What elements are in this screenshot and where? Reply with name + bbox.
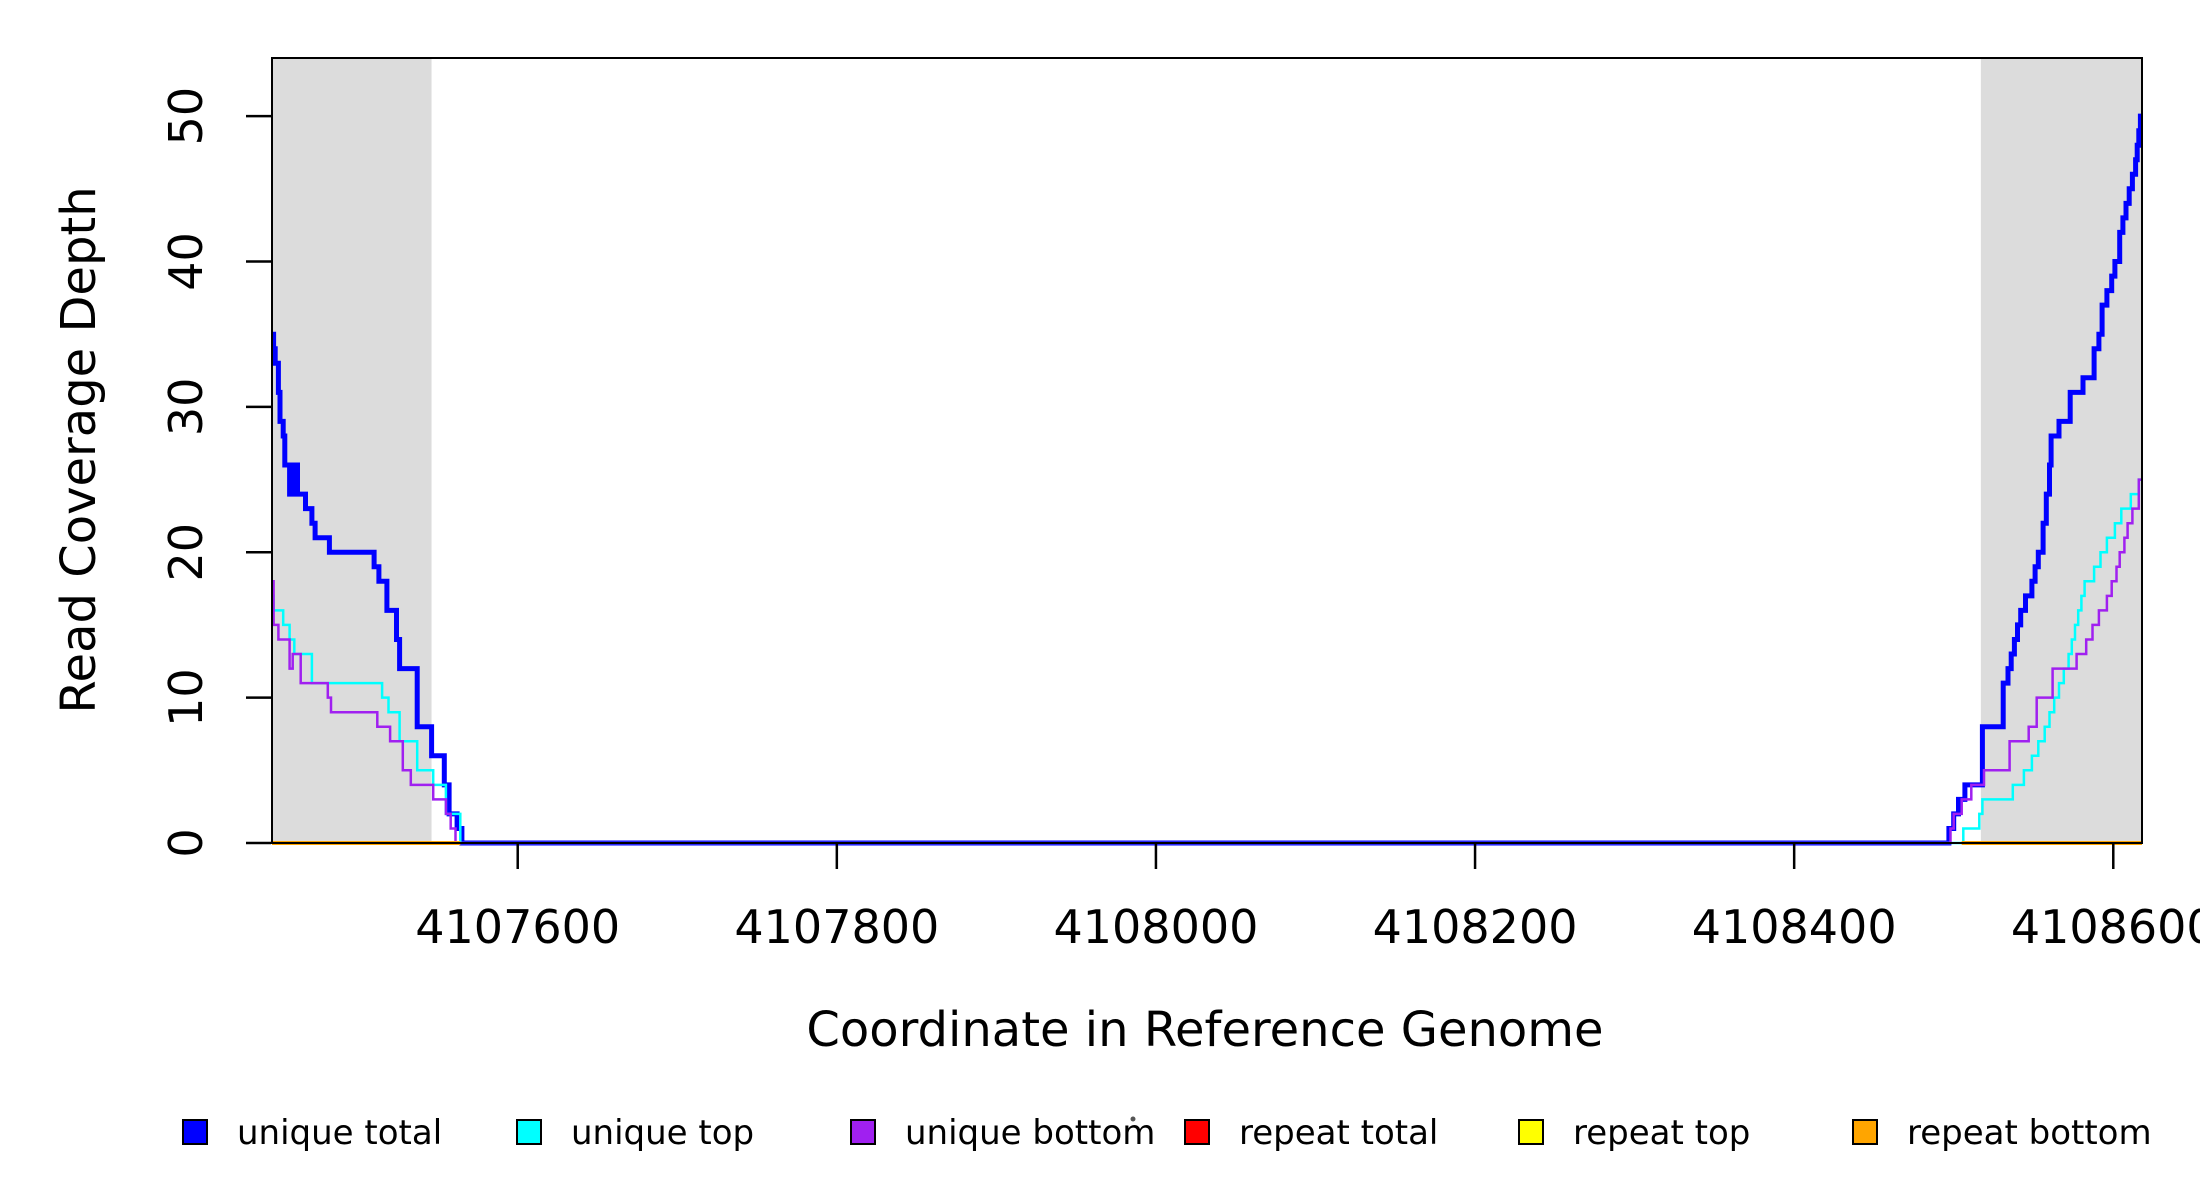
x-axis-title: Coordinate in Reference Genome — [806, 1002, 1603, 1058]
y-tick-label-0: 0 — [159, 828, 213, 857]
series-line-unique-total — [271, 113, 2143, 846]
x-tick-label-4107600: 4107600 — [415, 900, 620, 954]
shaded-bands — [272, 58, 2142, 843]
plot-border — [271, 57, 2143, 844]
legend-label-unique-total: unique total — [237, 1113, 442, 1153]
y-tick-label-50: 50 — [159, 87, 213, 146]
legend-swatch-unique-total — [182, 1119, 208, 1145]
y-axis-title: Read Coverage Depth — [51, 186, 107, 713]
series-lines — [271, 113, 2143, 846]
repeat-region-band-0 — [272, 58, 432, 843]
legend-swatch-repeat-total — [1184, 1119, 1210, 1145]
y-tick-label-30: 30 — [159, 378, 213, 437]
y-tick-label-40: 40 — [159, 232, 213, 291]
x-tick-label-4107800: 4107800 — [734, 900, 939, 954]
legend-label-unique-bottom: unique bottom — [905, 1113, 1155, 1153]
legend-item-repeat-bottom: repeat bottom — [1852, 1113, 2152, 1153]
repeat-region-band-1 — [1980, 58, 2142, 843]
x-tick-label-4108200: 4108200 — [1373, 900, 1578, 954]
axis-ticks — [246, 114, 2115, 869]
legend-swatch-unique-top — [516, 1119, 542, 1145]
legend-label-repeat-top: repeat top — [1573, 1113, 1750, 1153]
x-tick-label-4108000: 4108000 — [1054, 900, 1259, 954]
legend-label-repeat-bottom: repeat bottom — [1907, 1113, 2152, 1153]
legend-swatch-repeat-top — [1518, 1119, 1544, 1145]
stray-mark — [1130, 1116, 1136, 1122]
legend-swatch-repeat-bottom — [1852, 1119, 1878, 1145]
legend-label-repeat-total: repeat total — [1239, 1113, 1438, 1153]
axis-tick-labels: 4107600 4107800 4108000 4108200 4108400 41086… — [159, 87, 2200, 954]
y-tick-label-20: 20 — [159, 523, 213, 582]
x-tick-label-4108600: 4108600 — [2011, 900, 2200, 954]
legend-item-repeat-total: repeat total — [1184, 1113, 1438, 1153]
legend-item-repeat-top: repeat top — [1518, 1113, 1750, 1153]
x-tick-label-4108400: 4108400 — [1692, 900, 1897, 954]
y-tick-label-10: 10 — [159, 668, 213, 727]
series-line-unique-bottom — [272, 478, 2142, 845]
legend-label-unique-top: unique top — [571, 1113, 754, 1153]
series-line-unique-top — [272, 478, 2142, 845]
legend: unique total unique top unique bottom repea… — [182, 1113, 2152, 1153]
legend-swatch-unique-bottom — [850, 1119, 876, 1145]
legend-item-unique-top: unique top — [516, 1113, 754, 1153]
plot-box — [271, 57, 2143, 844]
legend-item-unique-total: unique total — [182, 1113, 442, 1153]
legend-item-unique-bottom: unique bottom — [850, 1113, 1155, 1153]
